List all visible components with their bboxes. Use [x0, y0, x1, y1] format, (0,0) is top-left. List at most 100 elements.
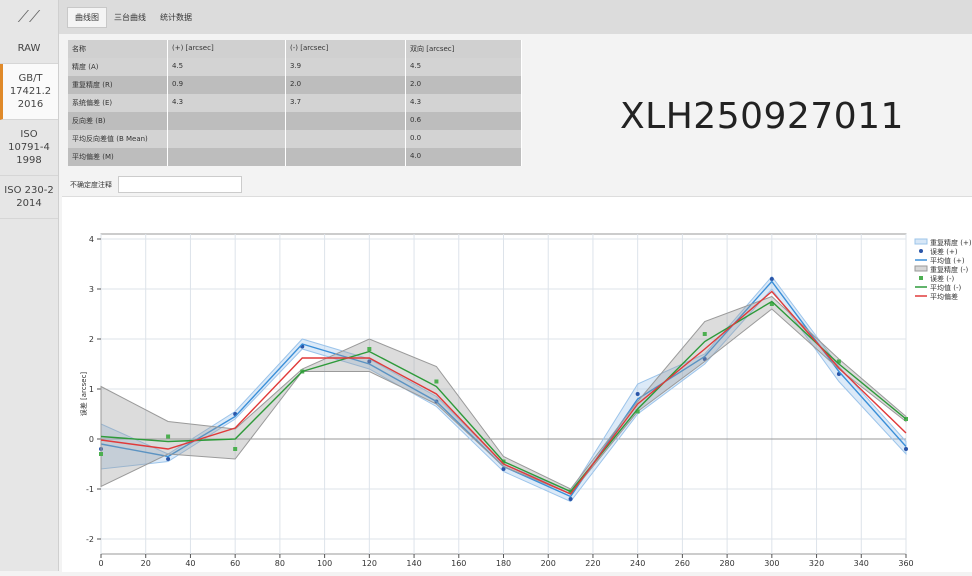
error-point — [166, 434, 171, 439]
table-cell: 0.0 — [406, 130, 522, 148]
table-cell — [168, 148, 286, 166]
x-tick-label: 20 — [141, 559, 151, 568]
error-point — [702, 332, 707, 336]
table-header: 名称 (+) [arcsec] (-) [arcsec] 双向 [arcsec] — [68, 40, 522, 58]
table-row: 平均反向差值 (B Mean) 0.0 — [68, 130, 522, 148]
error-point — [635, 409, 640, 414]
x-tick-label: 240 — [630, 559, 645, 568]
note-row: 不确定度注释 — [70, 176, 242, 193]
tab[interactable]: 曲线图 — [67, 6, 107, 28]
table-row: 精度 (A) 4.5 3.9 4.5 — [68, 58, 522, 76]
x-tick-label: 260 — [675, 559, 690, 568]
x-tick-label: 100 — [317, 559, 332, 568]
sidebar-item[interactable]: ISO 10791-4 1998 — [0, 120, 58, 176]
note-input[interactable] — [118, 176, 242, 193]
x-tick-label: 280 — [719, 559, 734, 568]
error-point — [769, 277, 774, 281]
tab[interactable]: 三台曲线 — [114, 12, 146, 22]
table-cell: 3.9 — [286, 58, 406, 76]
sidebar-item[interactable]: RAW — [0, 34, 58, 64]
legend-label: 误差 (+) — [930, 247, 958, 256]
legend-label: 平均偏差 — [930, 292, 958, 301]
sidebar-item[interactable]: ISO 230-2 2014 — [0, 176, 58, 219]
table-row: 系统偏差 (E) 4.3 3.7 4.3 — [68, 94, 522, 112]
results-table: 名称 (+) [arcsec] (-) [arcsec] 双向 [arcsec] 精度 … — [68, 40, 522, 166]
legend-swatch — [914, 238, 928, 245]
table-cell: 4.3 — [406, 94, 522, 112]
x-tick-label: 180 — [496, 559, 511, 568]
x-tick-label: 0 — [98, 559, 103, 568]
table-cell — [168, 112, 286, 130]
error-point — [367, 359, 372, 364]
x-tick-label: 140 — [406, 559, 421, 568]
x-tick-label: 200 — [541, 559, 556, 568]
header-cell: (+) [arcsec] — [168, 40, 286, 58]
error-point — [434, 379, 439, 384]
error-point — [568, 497, 573, 501]
table-cell: 平均反向差值 (B Mean) — [68, 130, 168, 148]
table-cell: 2.0 — [406, 76, 522, 94]
legend-label: 平均值 (+) — [930, 256, 965, 265]
serial-number: XLH250927011 — [620, 96, 904, 137]
header-cell: 双向 [arcsec] — [406, 40, 522, 58]
tab-bar: 曲线图 三台曲线 统计数据 — [59, 0, 972, 34]
sidebar: ⟋⟋ RAW GB/T 17421.2 2016 ISO 10791-4 1998 I… — [0, 0, 59, 571]
error-point — [233, 447, 238, 451]
x-tick-label: 220 — [585, 559, 600, 568]
series-line — [100, 290, 907, 495]
x-tick-label: 80 — [275, 559, 285, 568]
error-point — [702, 357, 707, 361]
error-point — [635, 392, 640, 396]
table-cell: 系统偏差 (E) — [68, 94, 168, 112]
header-cell: (-) [arcsec] — [286, 40, 406, 58]
error-point — [836, 359, 841, 364]
error-point — [904, 447, 908, 451]
y-axis-label: 误差 [arcsec] — [79, 372, 88, 417]
table-cell: 平均偏差 (M) — [68, 148, 168, 166]
sidebar-item[interactable]: GB/T 17421.2 2016 — [0, 64, 58, 120]
table-cell: 2.0 — [286, 76, 406, 94]
legend-label: 重复精度 (+) — [930, 238, 972, 247]
table-cell: 4.0 — [406, 148, 522, 166]
legend-swatch — [914, 265, 928, 272]
error-point — [367, 347, 372, 351]
chart-panel: 0 20 40 60 80 100 120 140 160 180 200 220 240 260 280 3… — [62, 196, 972, 572]
error-point — [99, 452, 103, 456]
table-row: 平均偏差 (M) 4.0 — [68, 148, 522, 166]
error-point — [166, 457, 171, 461]
table-cell: 3.7 — [286, 94, 406, 112]
note-label: 不确定度注释 — [70, 180, 112, 189]
table-cell — [168, 130, 286, 148]
x-tick-label: 340 — [854, 559, 869, 568]
x-tick-label: 320 — [809, 559, 824, 568]
table-cell: 反向差 (B) — [68, 112, 168, 130]
y-tick-label: -1 — [86, 485, 94, 494]
table-cell: 4.5 — [168, 58, 286, 76]
legend-swatch — [919, 249, 923, 253]
logo-icon: ⟋⟋ — [17, 7, 41, 26]
table-row: 重复精度 (R) 0.9 2.0 2.0 — [68, 76, 522, 94]
table-cell — [286, 130, 406, 148]
y-tick-label: 1 — [89, 385, 94, 394]
repeatability-band — [100, 275, 907, 503]
x-tick-label: 120 — [362, 559, 377, 568]
legend-label: 重复精度 (-) — [930, 265, 968, 274]
header-cell: 名称 — [68, 40, 168, 58]
legend-swatch — [919, 276, 923, 280]
x-tick-label: 160 — [451, 559, 466, 568]
y-tick-label: 0 — [89, 435, 94, 444]
table-cell: 0.9 — [168, 76, 286, 94]
error-point — [501, 467, 506, 471]
y-tick-label: 2 — [89, 335, 94, 344]
x-tick-label: 300 — [764, 559, 779, 568]
y-tick-label: -2 — [86, 535, 94, 544]
y-tick-label: 4 — [89, 235, 94, 244]
table-cell: 0.6 — [406, 112, 522, 130]
tab[interactable]: 统计数据 — [160, 12, 192, 22]
x-tick-label: 40 — [185, 559, 195, 568]
x-tick-label: 360 — [898, 559, 913, 568]
chart: 0 20 40 60 80 100 120 140 160 180 200 220 240 260 280 3… — [79, 233, 972, 568]
repeatability-band — [100, 295, 907, 495]
table-cell: 重复精度 (R) — [68, 76, 168, 94]
